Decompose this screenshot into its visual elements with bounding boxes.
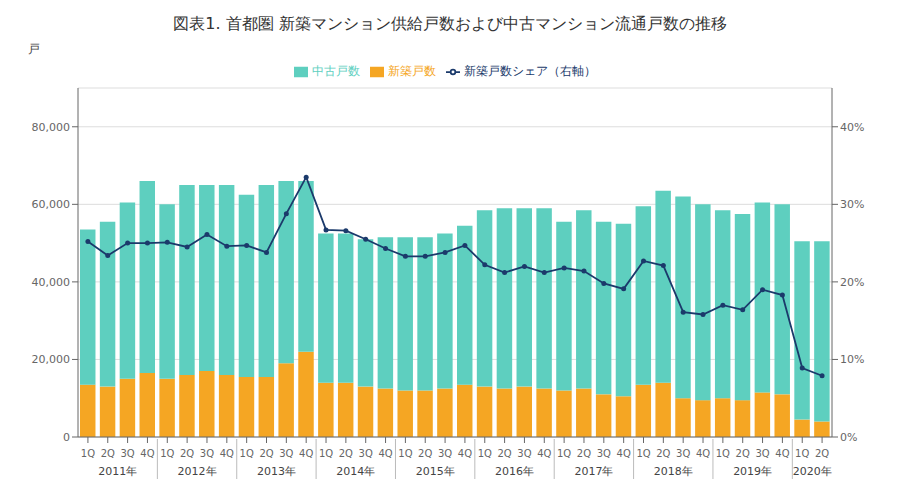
svg-text:2Q: 2Q [656,448,670,459]
svg-text:40%: 40% [840,121,864,134]
svg-text:3Q: 3Q [755,448,769,459]
svg-text:4Q: 4Q [458,448,472,459]
svg-text:40,000: 40,000 [32,276,71,289]
svg-text:0%: 0% [840,431,857,444]
svg-text:1Q: 1Q [557,448,571,459]
svg-text:4Q: 4Q [617,448,631,459]
html-text:新築戸数: 新築戸数 [388,64,436,78]
svg-text:1Q: 1Q [636,448,650,459]
svg-text:1Q: 1Q [716,448,730,459]
svg-text:4Q: 4Q [220,448,234,459]
svg-text:4Q: 4Q [696,448,710,459]
svg-text:1Q: 1Q [160,448,174,459]
svg-text:60,000: 60,000 [32,198,71,211]
svg-text:0: 0 [63,431,70,444]
svg-text:1Q: 1Q [240,448,254,459]
svg-text:3Q: 3Q [359,448,373,459]
svg-text:1Q: 1Q [795,448,809,459]
svg-text:3Q: 3Q [200,448,214,459]
svg-text:1Q: 1Q [398,448,412,459]
svg-text:3Q: 3Q [120,448,134,459]
svg-text:2018年: 2018年 [654,465,693,478]
html-text:図表1. 首都圏 新築マンション供給戸数および中古マンション: 図表1. 首都圏 新築マンション供給戸数および中古マンション流通戸数の推移 [173,14,727,33]
svg-text:4Q: 4Q [537,448,551,459]
html-text:新築戸数シェア（右軸）: 新築戸数シェア（右軸） [464,64,596,78]
svg-text:20,000: 20,000 [32,353,71,366]
svg-text:2Q: 2Q [815,448,829,459]
svg-text:2Q: 2Q [418,448,432,459]
svg-text:2016年: 2016年 [495,465,534,478]
svg-text:2011年: 2011年 [98,465,137,478]
svg-text:2012年: 2012年 [178,465,217,478]
svg-text:10%: 10% [840,353,864,366]
svg-text:3Q: 3Q [676,448,690,459]
svg-text:1Q: 1Q [81,448,95,459]
svg-text:2020年: 2020年 [793,465,832,478]
html-text:中古戸数: 中古戸数 [312,64,360,78]
svg-text:20%: 20% [840,276,864,289]
svg-text:2017年: 2017年 [574,465,613,478]
html-text:戸: 戸 [28,42,40,56]
svg-text:2019年: 2019年 [733,465,772,478]
svg-text:3Q: 3Q [438,448,452,459]
svg-text:2014年: 2014年 [336,465,375,478]
svg-text:30%: 30% [840,198,864,211]
svg-text:3Q: 3Q [279,448,293,459]
svg-text:2Q: 2Q [577,448,591,459]
svg-text:3Q: 3Q [517,448,531,459]
svg-text:4Q: 4Q [140,448,154,459]
svg-text:2Q: 2Q [339,448,353,459]
svg-text:4Q: 4Q [378,448,392,459]
svg-text:80,000: 80,000 [32,121,71,134]
svg-text:1Q: 1Q [478,448,492,459]
svg-text:2015年: 2015年 [416,465,455,478]
svg-text:2Q: 2Q [497,448,511,459]
svg-text:1Q: 1Q [319,448,333,459]
svg-text:4Q: 4Q [775,448,789,459]
svg-text:2Q: 2Q [180,448,194,459]
svg-text:3Q: 3Q [597,448,611,459]
svg-text:2Q: 2Q [736,448,750,459]
svg-text:2Q: 2Q [259,448,273,459]
svg-text:2013年: 2013年 [257,465,296,478]
svg-text:2Q: 2Q [101,448,115,459]
svg-text:4Q: 4Q [299,448,313,459]
